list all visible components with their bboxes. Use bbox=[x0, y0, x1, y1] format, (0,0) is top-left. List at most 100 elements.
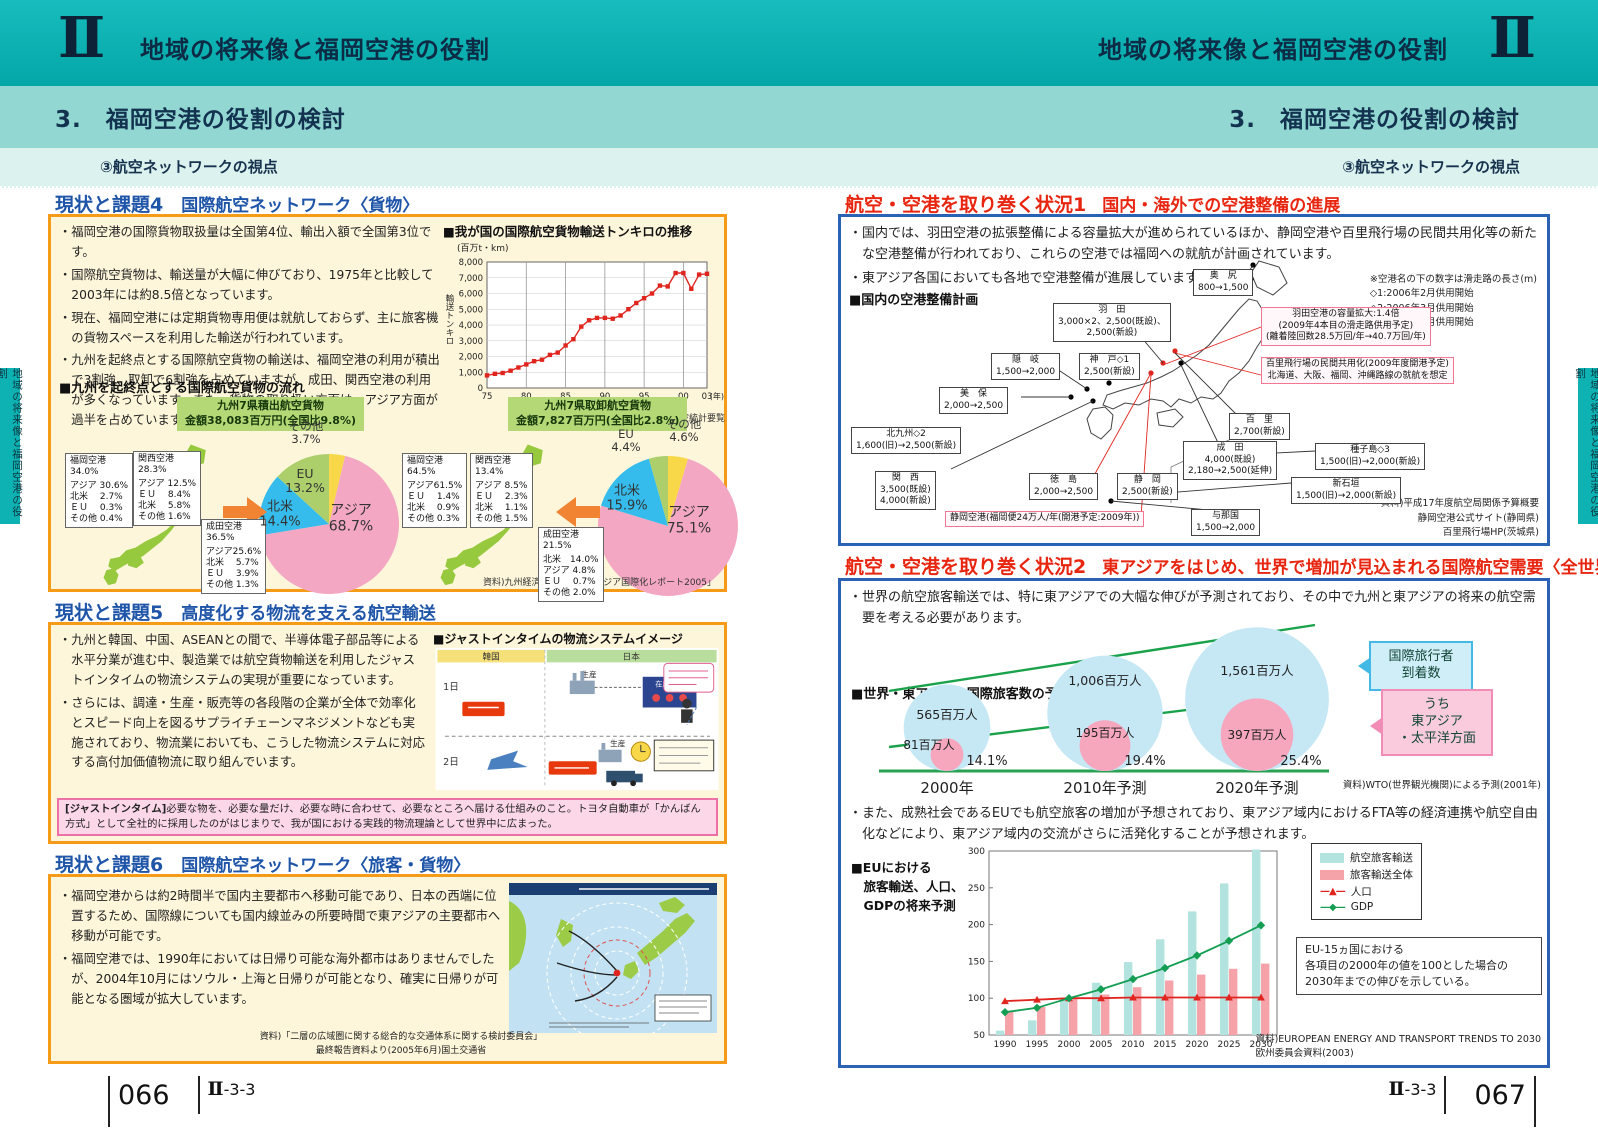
viewpoint-left: ③航空ネットワークの視点 bbox=[100, 158, 278, 176]
legend-arrivals: 国際旅行者 到着数 bbox=[1358, 641, 1473, 691]
tonkm-y-axis-label: 輸送トンキロ bbox=[444, 294, 454, 345]
eu-note-line: 2030年までの伸びを示している。 bbox=[1305, 974, 1476, 988]
svg-text:250: 250 bbox=[968, 884, 985, 894]
pie-slice-label: EU 13.2% bbox=[285, 466, 325, 495]
tonkm-chart-block: ■我が国の国際航空貨物輸送トンキロの推移 (百万t・km) 0 1,000 2,00… bbox=[443, 221, 725, 424]
issue6-source-line2: 最終報告資料より(2005年6月)国土交通省 bbox=[315, 1045, 487, 1056]
issue4-box: ・福岡空港の国際貨物取扱量は全国第4位、輸出入額で全国第3位です。 ・国際航空貨物… bbox=[48, 214, 738, 602]
eu-legend-air: 航空旅客輸送 bbox=[1320, 850, 1413, 865]
airport-runway-label: 種子島◇3 1,500(旧)→2,000(新設) bbox=[1315, 443, 1426, 471]
airport-share-callout: 福岡空港 64.5% アジア61.5% ＥＵ 1.4% 北米 0.9% その他 0.3% bbox=[402, 453, 468, 528]
svg-text:397百万人: 397百万人 bbox=[1228, 728, 1287, 742]
eu-label-line1: ■EUにおける bbox=[851, 860, 932, 875]
section-title-left: 3. 福岡空港の役割の検討 bbox=[55, 107, 346, 133]
flow-title: ■九州を起終点とする国際航空貨物の流れ bbox=[59, 381, 305, 396]
plan-title: ■国内の空港整備計画 bbox=[849, 293, 979, 308]
svg-text:2005: 2005 bbox=[1090, 1040, 1113, 1050]
section-code-left: Ⅱ-3-3 bbox=[197, 1076, 266, 1114]
section-title-right: 3. 福岡空港の役割の検討 bbox=[1229, 107, 1520, 133]
svg-text:03: 03 bbox=[702, 392, 713, 402]
airport-share-callout: 関西空港 13.4% アジア 8.5% ＥＵ 2.3% 北米 1.1% その他 1.5% bbox=[470, 453, 533, 528]
bullet-text: ・福岡空港では、1990年においては日帰り可能な海外都市はありませんでしたが、2… bbox=[59, 951, 499, 1006]
bubble-source: 資料)WTO(世界観光機関)による予測(2001年) bbox=[1342, 780, 1541, 791]
jit-illustration: 韓国 日本 1日 2日 生産 在庫管理 生産 bbox=[435, 648, 719, 790]
svg-text:2030: 2030 bbox=[1250, 1040, 1273, 1050]
legend-pink-line2: 東アジア bbox=[1411, 713, 1463, 729]
legend-tail-icon bbox=[1358, 657, 1371, 675]
legend-blue-line1: 国際旅行者 bbox=[1388, 649, 1454, 664]
pie-slice-label: その他 3.7% bbox=[288, 419, 324, 446]
s1-source: 資料)平成17年度航空局関係予算概要 静岡空港公式サイト(静岡県) 百里飛行場HP(… bbox=[1381, 497, 1539, 540]
source-line: 資料)平成17年度航空局関係予算概要 bbox=[1380, 498, 1539, 510]
eu-legend-pop: —▲— 人口 bbox=[1320, 884, 1413, 899]
population-line-icon: —▲— bbox=[1320, 886, 1346, 897]
jit-title: ■ジャストインタイムの物流システムイメージ bbox=[433, 632, 683, 646]
svg-text:2000: 2000 bbox=[1058, 1040, 1081, 1050]
jit-note: [ジャストインタイム]必要な物を、必要な量だけ、必要な時に合わせて、必要なところ… bbox=[57, 798, 718, 836]
legend-pink-line3: ・太平洋方面 bbox=[1397, 730, 1476, 746]
airport-runway-label: 美 保 2,000→2,500 bbox=[939, 387, 1009, 415]
chapter-numeral-left: Ⅱ bbox=[58, 5, 106, 71]
issue5-bullets: ・九州と韓国、中国、ASEANとの間で、半導体電子部品等による水平分業が進む中、… bbox=[59, 631, 427, 776]
svg-text:2010: 2010 bbox=[1122, 1040, 1145, 1050]
svg-text:生産: 生産 bbox=[610, 738, 626, 748]
issue6-bullets: ・福岡空港からは約2時間半で国内主要都市へ移動可能であり、日本の西端に位置するた… bbox=[59, 887, 501, 1012]
eu-legend-total: 旅客輸送全体 bbox=[1320, 867, 1413, 882]
eu-note: EU-15ヵ国における 各項目の2000年の値を100とした場合の 2030年までの… bbox=[1296, 937, 1542, 995]
chapter-header-band: Ⅱ 地域の将来像と福岡空港の役割 地域の将来像と福岡空港の役割 Ⅱ bbox=[0, 0, 1598, 86]
map-note-line: ◇1:2006年2月供用開始 bbox=[1369, 288, 1474, 300]
svg-text:1990: 1990 bbox=[994, 1040, 1017, 1050]
airport-runway-label: 百 里 2,700(新設) bbox=[1229, 413, 1290, 441]
bullet-text: ・さらには、調達・生産・販売等の各段階の企業が全体で効率化とスピード向上を図るサ… bbox=[59, 695, 425, 770]
source-line: 欧州委員会資料(2003) bbox=[1255, 1047, 1354, 1059]
source-line: 資料)EUROPEAN ENERGY AND TRANSPORT TRENDS … bbox=[1255, 1033, 1541, 1045]
airport-highlight-label: 百里飛行場の民間共用化(2009年度開港予定) 北海道、大阪、福岡、沖縄路線の就航… bbox=[1261, 357, 1454, 385]
airport-highlight-label: 羽田空港の容量拡大:1.4倍 (2009年4本目の滑走路供用予定) (離着陸回数28… bbox=[1261, 307, 1431, 346]
bullet-text: ・世界の航空旅客輸送では、特に東アジアでの大幅な伸びが予測されており、その中で九… bbox=[849, 590, 1536, 627]
jit-note-body: 必要な物を、必要な量だけ、必要な時に合わせて、必要なところへ届ける仕組みのこと。… bbox=[65, 803, 701, 831]
pie-slice-label: その他 4.6% bbox=[666, 417, 702, 444]
issue5-label: 現状と課題5 bbox=[55, 602, 164, 624]
eu-legend-gdp: —◆— GDP bbox=[1320, 901, 1413, 913]
s1-title: 国内・海外での空港整備の進展 bbox=[1102, 196, 1341, 216]
s1-box: ・国内では、羽田空港の拡張整備による容量拡大が進められているほか、静岡空港や百里… bbox=[838, 214, 1550, 546]
import-title-box: 九州7県取卸航空貨物 金額7,827百万円(全国比2.8%) bbox=[508, 397, 688, 431]
pie-slice-label: アジア 68.7% bbox=[328, 502, 374, 534]
s1-bullets: ・国内では、羽田空港の拡張整備による容量拡大が進められているほか、静岡空港や百里… bbox=[849, 223, 1541, 292]
daytrip-range-map bbox=[509, 883, 717, 1033]
svg-text:25.4%: 25.4% bbox=[1280, 754, 1321, 769]
s2-bullets2: ・また、成熟社会であるEUでも航空旅客の増加が予想されており、東アジア域内におけ… bbox=[849, 803, 1541, 848]
eu-forecast-chart: 50 100 150 200 250 300 1990 1995 2000 2005 2010 201… bbox=[968, 847, 1278, 1050]
eu-legend: 航空旅客輸送 旅客輸送全体 —▲— 人口 —◆— GDP bbox=[1311, 843, 1422, 920]
svg-text:(年): (年) bbox=[710, 391, 724, 401]
svg-text:3,000: 3,000 bbox=[459, 337, 483, 347]
issue5-heading: 現状と課題5 高度化する物流を支える航空輸送 bbox=[55, 598, 436, 625]
eu-note-line: EU-15ヵ国における bbox=[1305, 943, 1404, 956]
legend-blue-line2: 到着数 bbox=[1401, 665, 1441, 681]
airport-runway-label: 隠 岐 1,500→2,000 bbox=[991, 353, 1061, 381]
svg-text:7,000: 7,000 bbox=[459, 274, 483, 284]
s2-bullets1: ・世界の航空旅客輸送では、特に東アジアでの大幅な伸びが予測されており、その中で九… bbox=[849, 587, 1541, 632]
eu-legend-air-label: 航空旅客輸送 bbox=[1350, 852, 1413, 864]
pie-slice-label: アジア 75.1% bbox=[666, 504, 712, 536]
export-flow-figure: 九州7県積出航空貨物 金額38,083百万円(全国比9.8%) 福岡空港 34.0… bbox=[59, 397, 399, 595]
chapter-title-left: 地域の将来像と福岡空港の役割 bbox=[140, 36, 490, 64]
code-numeral: Ⅱ bbox=[207, 1078, 224, 1100]
svg-text:50: 50 bbox=[974, 1031, 986, 1041]
pie-slice-label: EU 4.4% bbox=[611, 427, 641, 454]
export-box-line2: 金額38,083百万円(全国比9.8%) bbox=[185, 413, 357, 427]
export-title-box: 九州7県積出航空貨物 金額38,083百万円(全国比9.8%) bbox=[177, 397, 365, 431]
airport-runway-label: 成 田 4,000(既設) 2,180→2,500(延伸) bbox=[1183, 441, 1278, 480]
footer-left: 066 Ⅱ-3-3 bbox=[108, 1076, 283, 1128]
bullet-text: ・国際航空貨物は、輸送量が大幅に伸びており、1975年と比較して2003年には約… bbox=[59, 267, 434, 302]
eu-label-line2: 旅客輸送、人口、 bbox=[863, 878, 964, 894]
airport-highlight-label: 静岡空港(福岡便24万人/年(開港予定:2009年)) bbox=[945, 511, 1145, 527]
svg-text:5,000: 5,000 bbox=[459, 305, 483, 315]
svg-text:2020: 2020 bbox=[1186, 1040, 1209, 1050]
eu-label-line3: GDPの将来予測 bbox=[863, 897, 956, 913]
issue6-source-line1: 資料)「二層の広域圏に関する総合的な交通体系に関する検討委員会」 bbox=[259, 1032, 543, 1042]
bullet-text: ・東アジア各国においても各地で空港整備が進展しています。 bbox=[849, 271, 1210, 287]
section-code-right: Ⅱ-3-3 bbox=[1379, 1076, 1447, 1114]
airport-runway-label: 羽 田 3,000×2、2,500(既設)、 2,500(新設) bbox=[1053, 303, 1171, 342]
